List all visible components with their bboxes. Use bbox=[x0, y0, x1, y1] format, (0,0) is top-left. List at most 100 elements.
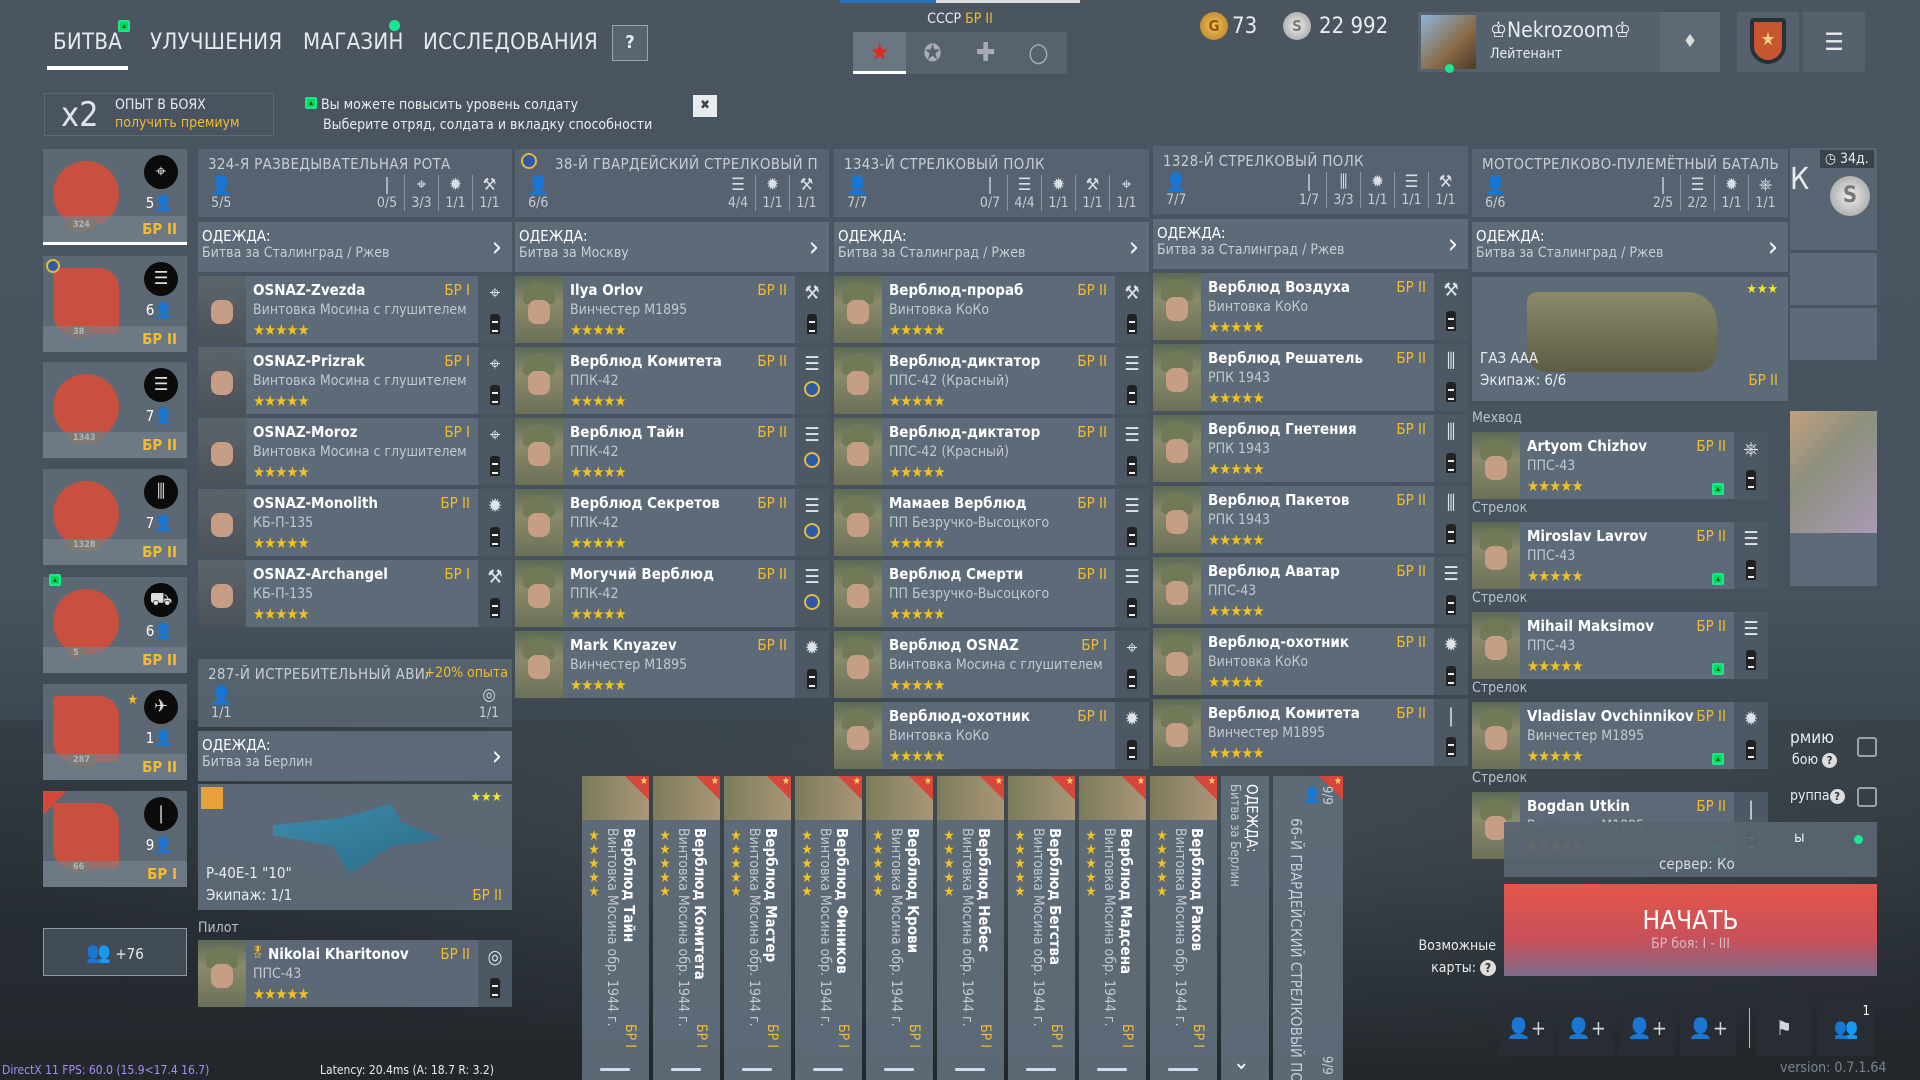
help-icon[interactable]: ? bbox=[1822, 753, 1838, 768]
class-slot[interactable]: ☰ 1/1 bbox=[1394, 172, 1428, 208]
soldier-card[interactable]: Верблюд-охотник БР II Винтовка КоКо ★★★★★ ✹ bbox=[1153, 628, 1468, 695]
class-icon[interactable]: ✹ bbox=[1124, 708, 1140, 730]
get-premium-link[interactable]: получить премиум bbox=[115, 115, 240, 131]
class-slot[interactable]: ☰ 4/4 bbox=[1007, 175, 1041, 211]
class-icon[interactable]: ❘ bbox=[1743, 798, 1759, 820]
invite-player-button[interactable]: 👤+ bbox=[1558, 1000, 1614, 1056]
class-icon[interactable]: ⎈ bbox=[1743, 438, 1759, 460]
nation-tab-ussr[interactable]: ★ bbox=[853, 32, 906, 74]
start-battle-button[interactable]: НАЧАТЬ БР боя: I - III bbox=[1504, 884, 1877, 976]
class-icon[interactable]: ✹ bbox=[487, 495, 503, 517]
soldier-card[interactable]: Верблюд Аватар БР II ППС-43 ★★★★★ ☰ bbox=[1153, 557, 1468, 624]
soldier-card[interactable]: Ilya Orlov БР II Винчестер M1895 ★★★★★ ⚒ bbox=[515, 276, 829, 343]
clothing-selector[interactable]: ОДЕЖДА: Битва за Сталинград / Ржев › bbox=[834, 222, 1149, 272]
clothing-selector[interactable]: ОДЕЖДА: Битва за Москву › bbox=[515, 222, 829, 272]
class-slot[interactable]: ⌖ 3/3 bbox=[404, 175, 438, 211]
soldier-card[interactable]: Верблюд Смерти БР II ПП Безручко-Высоцкого… bbox=[834, 560, 1149, 627]
sidebar-squad-1328[interactable]: 1328 ⫼ 7👤 БР II bbox=[43, 469, 187, 565]
class-slot[interactable]: ⚒ 1/1 bbox=[789, 175, 823, 211]
flag-button[interactable]: ⚑ bbox=[1756, 1000, 1812, 1056]
class-slot[interactable]: ❘ 0/5 bbox=[370, 175, 404, 211]
class-icon[interactable]: ⚒ bbox=[487, 566, 503, 588]
class-slot[interactable]: ⎈ 1/1 bbox=[1748, 175, 1782, 211]
class-slot[interactable]: ❘ 2/5 bbox=[1646, 175, 1680, 211]
nation-tab-japan[interactable]: ○ bbox=[1028, 38, 1049, 68]
soldier-card[interactable]: OSNAZ-Zvezda БР I Винтовка Мосина с глушит… bbox=[198, 276, 512, 343]
class-icon[interactable]: ✹ bbox=[1443, 634, 1459, 656]
sidebar-squad-287[interactable]: 287 ✈ 1👤 БР II ★ bbox=[43, 684, 187, 780]
class-slot[interactable]: ❘ 1/7 bbox=[1292, 172, 1326, 208]
nation-tab-germany[interactable]: ✪ bbox=[923, 39, 942, 67]
rank-badge-button[interactable]: ★ bbox=[1737, 12, 1799, 72]
class-icon[interactable]: ⫼ bbox=[1446, 350, 1456, 372]
class-icon[interactable]: ⚒ bbox=[804, 282, 820, 304]
profile-card[interactable]: ♔Nekrozoom♔ Лейтенант ♦ bbox=[1418, 12, 1720, 73]
exp-banner[interactable]: x2 ОПЫТ В БОЯХ получить премиум bbox=[44, 93, 274, 136]
plane-card[interactable]: P-40E-1 "10" Экипаж: 1/1 БР II ★★★ bbox=[198, 784, 512, 910]
soldier-card[interactable]: Miroslav Lavrov БР II ППС-43 ★★★★★ ☰ bbox=[1472, 522, 1768, 589]
class-icon[interactable]: ⌖ bbox=[489, 353, 501, 375]
event-panel[interactable]: К ◷ 34д. S bbox=[1790, 148, 1877, 250]
side-panel-slot[interactable] bbox=[1790, 308, 1877, 360]
soldier-card[interactable]: Верблюд Комитета БР II ППК-42 ★★★★★ ☰ bbox=[515, 347, 829, 414]
sidebar-squad-324[interactable]: 324⌖5👤БР II bbox=[43, 149, 187, 245]
class-icon[interactable]: ❘ bbox=[1443, 705, 1459, 727]
soldier-card[interactable]: Nikolai Kharitonov БР II ППС-43 ★★★★★ ◎ 🎖 bbox=[198, 940, 512, 1007]
class-slot[interactable]: ⚒ 1/1 bbox=[1075, 175, 1109, 211]
help-button[interactable]: ? bbox=[612, 25, 648, 61]
class-slot[interactable]: ⚒ 1/1 bbox=[1428, 172, 1462, 208]
invite-player-button[interactable]: 👤+ bbox=[1680, 1000, 1736, 1056]
class-icon[interactable]: ☰ bbox=[1743, 618, 1759, 640]
class-slot[interactable]: ✹ 1/1 bbox=[1360, 172, 1394, 208]
class-icon[interactable]: ☰ bbox=[804, 424, 820, 446]
upgrade-icon[interactable] bbox=[1712, 483, 1724, 495]
class-icon[interactable]: ☰ bbox=[1124, 495, 1140, 517]
class-slot[interactable]: ✹ 1/1 bbox=[438, 175, 472, 211]
party-button[interactable]: 👥 1 bbox=[1818, 1000, 1874, 1056]
help-icon[interactable]: ? bbox=[1480, 960, 1496, 976]
silver-currency[interactable]: S 22 992 bbox=[1283, 12, 1388, 40]
close-notification-button[interactable]: ✖ bbox=[693, 95, 717, 117]
class-slot[interactable]: ◎ 1/1 bbox=[472, 685, 506, 721]
profile-dropdown[interactable]: ♦ bbox=[1660, 12, 1720, 72]
class-icon[interactable]: ⚒ bbox=[1443, 279, 1459, 301]
soldier-card[interactable]: Верблюд-диктатор БР II ППС-42 (Красный) ★★★… bbox=[834, 418, 1149, 485]
class-icon[interactable]: ⫼ bbox=[1446, 492, 1456, 514]
class-icon[interactable]: ◎ bbox=[487, 946, 503, 968]
class-icon[interactable]: ⌖ bbox=[489, 424, 501, 446]
soldier-card[interactable]: Верблюд Секретов БР II ППК-42 ★★★★★ ☰ bbox=[515, 489, 829, 556]
tab-1[interactable]: УЛУЧШЕНИЯ bbox=[150, 30, 283, 55]
soldier-card[interactable]: Mark Knyazev БР II Винчестер M1895 ★★★★★ ✹ bbox=[515, 631, 829, 698]
soldier-card[interactable]: Верблюд Пакетов БР II РПК 1943 ★★★★★ ⫼ bbox=[1153, 486, 1468, 553]
tab-0[interactable]: БИТВА bbox=[46, 30, 129, 70]
class-slot[interactable]: ⌖ 1/1 bbox=[1109, 175, 1143, 211]
promo-image[interactable] bbox=[1790, 411, 1877, 533]
clothing-selector[interactable]: ОДЕЖДА: Битва за Сталинград / Ржев › bbox=[198, 222, 512, 272]
soldier-card[interactable]: Могучий Верблюд БР II ППК-42 ★★★★★ ☰ bbox=[515, 560, 829, 627]
soldier-card[interactable]: Верблюд-прораб БР II Винтовка КоКо ★★★★★ ⚒ bbox=[834, 276, 1149, 343]
soldier-card[interactable]: OSNAZ-Moroz БР I Винтовка Мосина с глушите… bbox=[198, 418, 512, 485]
upgrade-icon[interactable] bbox=[1712, 753, 1724, 765]
class-slot[interactable]: ☰ 2/2 bbox=[1680, 175, 1714, 211]
help-icon[interactable]: ? bbox=[1829, 789, 1845, 804]
class-icon[interactable]: ✹ bbox=[804, 637, 820, 659]
soldier-card[interactable]: Верблюд Тайн БР II ППК-42 ★★★★★ ☰ bbox=[515, 418, 829, 485]
soldier-card[interactable]: Верблюд-диктатор БР II ППС-42 (Красный) ★★★… bbox=[834, 347, 1149, 414]
sidebar-squad-5[interactable]: 5 ⛟ 6👤 БР II bbox=[43, 574, 187, 673]
class-slot[interactable]: ✹ 1/1 bbox=[1041, 175, 1075, 211]
gold-currency[interactable]: G 73 bbox=[1200, 12, 1257, 40]
clothing-selector[interactable]: ОДЕЖДА: Битва за Сталинград / Ржев › bbox=[1153, 219, 1468, 269]
sidebar-squad-38[interactable]: 38 ☰ 6👤 БР II bbox=[43, 256, 187, 352]
class-icon[interactable]: ☰ bbox=[1124, 424, 1140, 446]
class-icon[interactable]: ☰ bbox=[1443, 563, 1459, 585]
sidebar-squad-1343[interactable]: 1343 ☰ 7👤 БР II bbox=[43, 362, 187, 458]
class-slot[interactable]: ✹ 1/1 bbox=[1714, 175, 1748, 211]
class-icon[interactable]: ⌖ bbox=[489, 282, 501, 304]
reserve-clothing-selector[interactable]: ОДЕЖДА: Битва за Берлин ⌄ bbox=[1221, 776, 1269, 1080]
